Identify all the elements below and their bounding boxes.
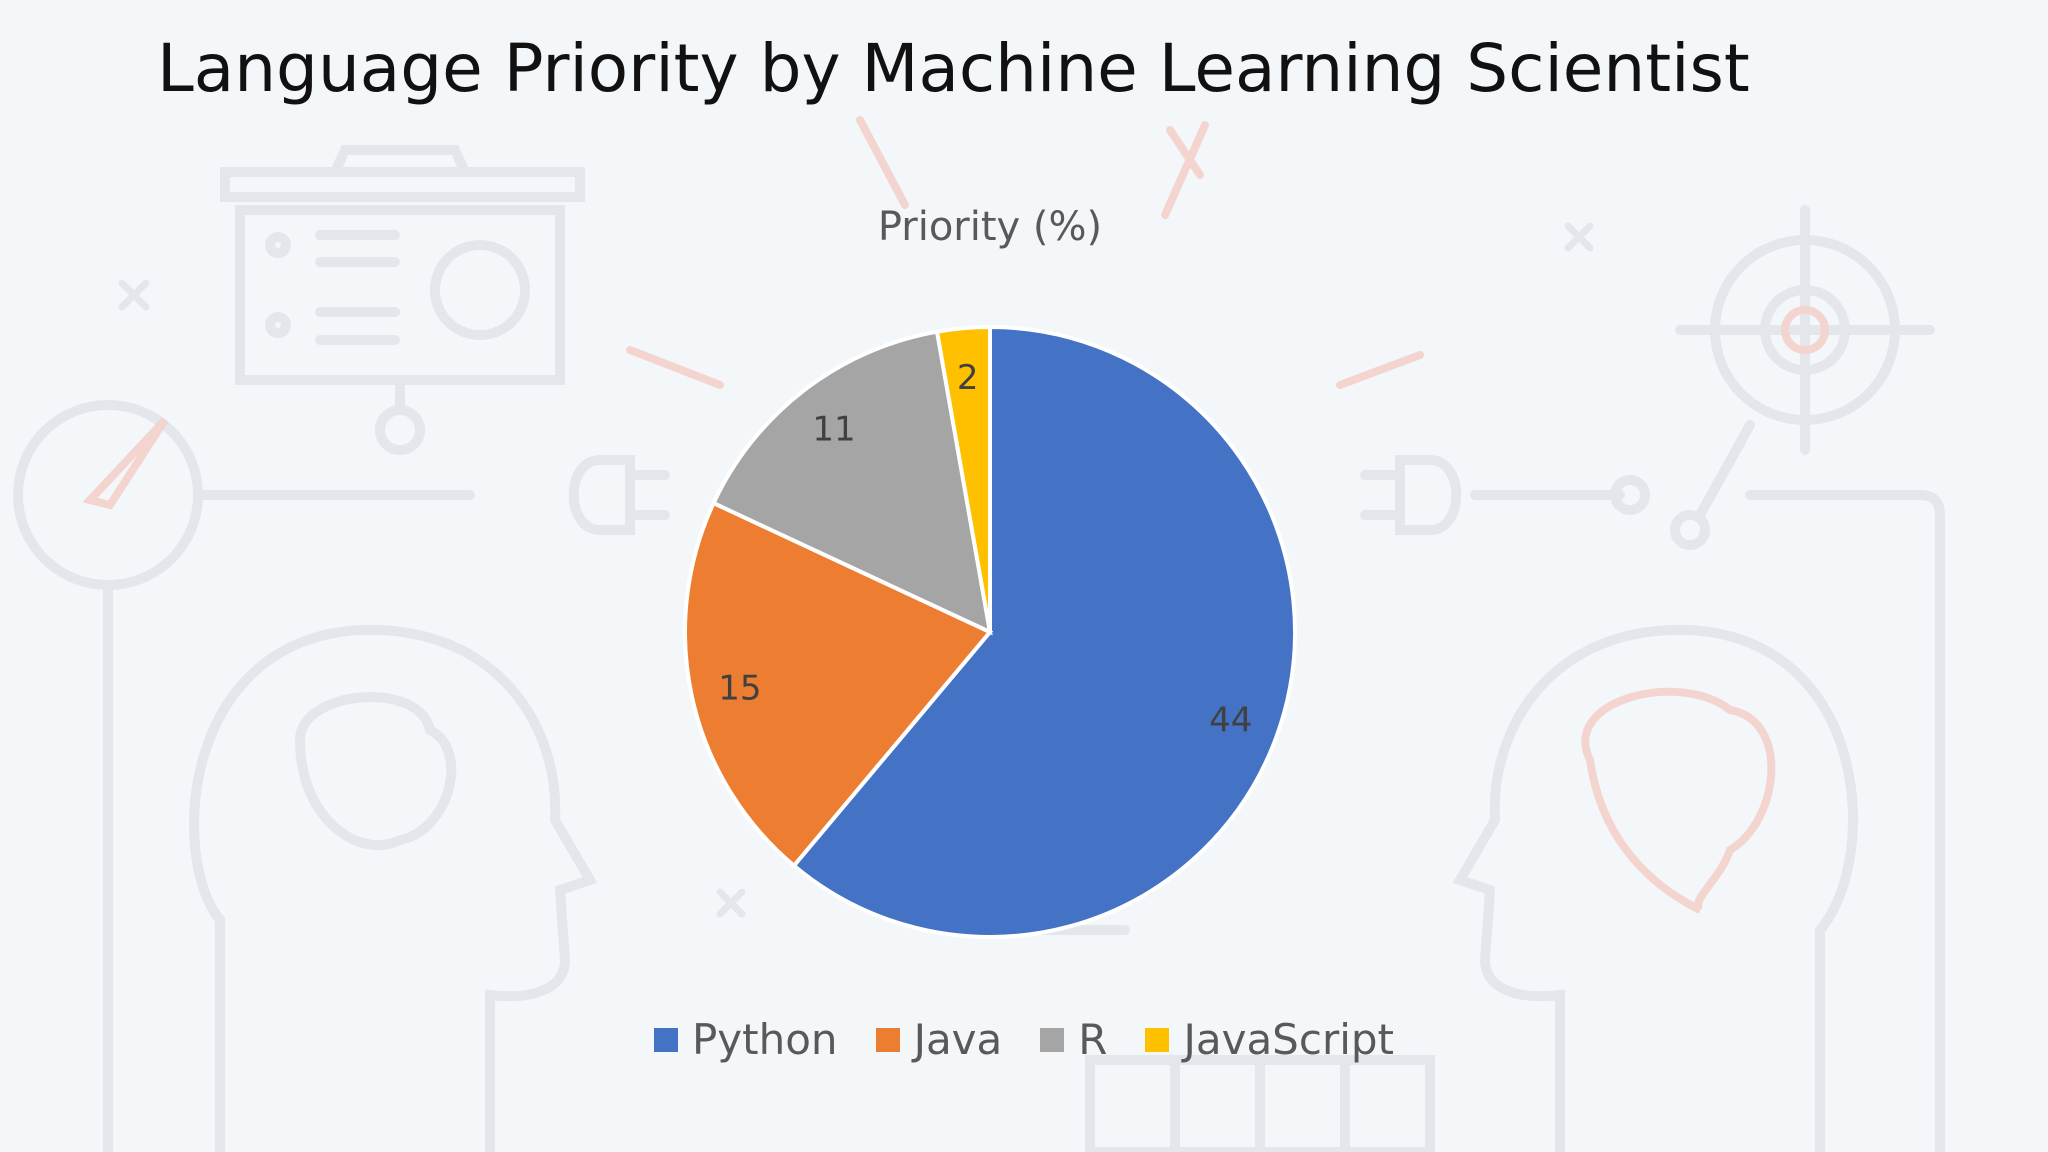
- pie-slice-java: [683, 500, 994, 869]
- legend-label: Java: [913, 1015, 1003, 1064]
- legend-swatch: [875, 1027, 900, 1052]
- legend-label: JavaScript: [1183, 1015, 1395, 1064]
- data-label-javascript: 2: [957, 358, 979, 398]
- legend-swatch: [653, 1027, 678, 1052]
- data-label-r: 11: [812, 410, 855, 450]
- legend-swatch: [1145, 1027, 1170, 1052]
- pie-slice-javascript: [934, 324, 992, 633]
- chart-legend: Python Java R JavaScript: [0, 1015, 2048, 1064]
- pie-data-labels: 44 15 11 2: [718, 358, 1252, 741]
- legend-swatch: [1040, 1027, 1065, 1052]
- legend-item-javascript: JavaScript: [1145, 1015, 1394, 1064]
- slide-title: Language Priority by Machine Learning Sc…: [157, 30, 1750, 107]
- chart-title: Priority (%): [878, 204, 1102, 250]
- pie-slice-python: [791, 324, 1297, 939]
- legend-label: R: [1078, 1015, 1108, 1064]
- data-label-python: 44: [1209, 701, 1252, 741]
- pie-slices: [683, 324, 1297, 939]
- pie-slice-r: [710, 329, 993, 636]
- data-label-java: 15: [718, 668, 761, 708]
- legend-item-java: Java: [875, 1015, 1003, 1064]
- legend-item-python: Python: [653, 1015, 838, 1064]
- legend-label: Python: [691, 1015, 838, 1064]
- legend-item-r: R: [1040, 1015, 1107, 1064]
